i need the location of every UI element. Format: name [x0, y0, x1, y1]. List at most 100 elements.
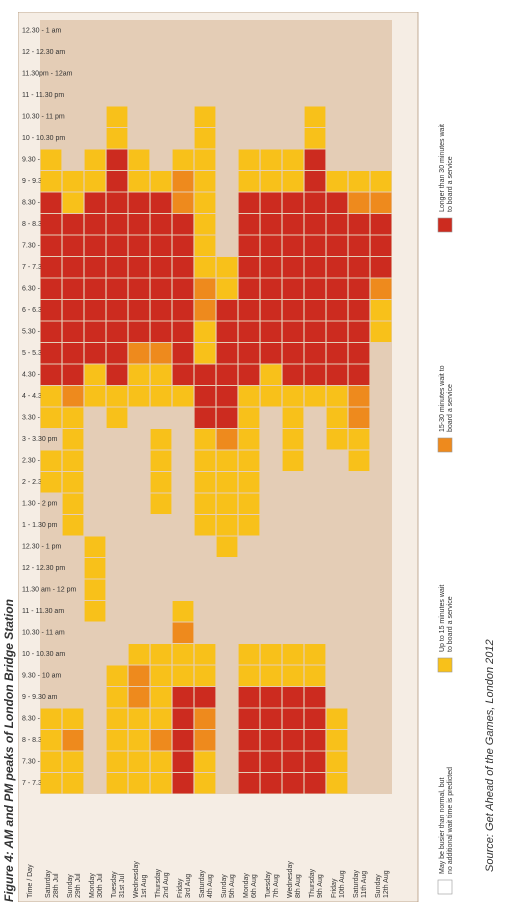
heatmap-cell [282, 343, 304, 364]
heatmap-cell [216, 386, 238, 407]
time-tick-label: 12 - 12.30 pm [22, 565, 65, 572]
heatmap-cell [150, 751, 172, 772]
heatmap-cell [304, 235, 326, 256]
time-tick-label: 10 - 10.30 am [22, 651, 65, 658]
time-tick-label: 11.30pm - 12am [22, 71, 73, 78]
heatmap-cell [40, 386, 62, 407]
heatmap-cell [172, 601, 194, 622]
day-tick-label: Monday [89, 873, 96, 898]
heatmap-cell [150, 300, 172, 321]
heatmap-cell [128, 300, 150, 321]
heatmap-cell [370, 192, 392, 213]
heatmap-cell [238, 149, 260, 170]
heatmap-cell [84, 278, 106, 299]
day-tick-label: Tuesday [111, 871, 118, 898]
heatmap-cell [348, 321, 370, 342]
heatmap-cell [326, 235, 348, 256]
heatmap-cell [172, 300, 194, 321]
heatmap-cell [128, 386, 150, 407]
heatmap-cell [370, 171, 392, 192]
day-tick-date: 28th Jul [53, 873, 60, 898]
heatmap-cell [106, 751, 128, 772]
heatmap-cell [348, 407, 370, 428]
heatmap-cell [260, 235, 282, 256]
heatmap-cell [150, 730, 172, 751]
heatmap-cell [348, 450, 370, 471]
heatmap-cell [172, 687, 194, 708]
grid-background [40, 20, 392, 794]
heatmap-cell [304, 364, 326, 385]
heatmap-cell [304, 644, 326, 665]
day-tick-date: 11th Aug [361, 871, 368, 898]
time-tick-label: 8 - 8.30 pm [22, 221, 58, 228]
time-tick-label: 3 - 3.30 pm [22, 436, 58, 443]
heatmap-cell [282, 407, 304, 428]
heatmap-cell [260, 751, 282, 772]
day-tick-date: 2nd Aug [163, 872, 170, 898]
heatmap-cell [216, 536, 238, 557]
heatmap-cell [282, 751, 304, 772]
heatmap-cell [282, 278, 304, 299]
heatmap-cell [106, 665, 128, 686]
heatmap-cell [172, 773, 194, 794]
heatmap-cell [216, 300, 238, 321]
day-tick-label: Wednesday [133, 861, 140, 898]
day-tick-label: Monday [243, 873, 250, 898]
heatmap-cell [348, 235, 370, 256]
time-tick-label: 11 - 11.30 am [22, 608, 64, 615]
day-tick-label: Thursday [309, 868, 316, 898]
heatmap-cell [106, 343, 128, 364]
legend-label-line2: no additional wait time is predicted [447, 767, 454, 874]
heatmap-cell [304, 321, 326, 342]
heatmap-cell [172, 214, 194, 235]
heatmap-cell [216, 321, 238, 342]
heatmap-cell [282, 171, 304, 192]
heatmap-cell [260, 343, 282, 364]
heatmap-cell [194, 386, 216, 407]
heatmap-cell [260, 278, 282, 299]
heatmap-cell [282, 687, 304, 708]
heatmap-cell [238, 257, 260, 278]
heatmap-cell [150, 278, 172, 299]
time-tick-label: 9.30 - 10 am [22, 673, 61, 680]
time-tick-label: 12.30 - 1 pm [22, 544, 61, 551]
heatmap-cell [62, 235, 84, 256]
heatmap-cell [150, 644, 172, 665]
heatmap-cell [84, 149, 106, 170]
heatmap-cell [40, 149, 62, 170]
time-tick-label: 1 - 1.30 pm [22, 522, 58, 529]
heatmap-cell [84, 214, 106, 235]
heatmap-cell [194, 493, 216, 514]
time-tick-label: 10 - 10.30 pm [22, 135, 65, 142]
heatmap-cell [348, 343, 370, 364]
heatmap-cell [150, 321, 172, 342]
heatmap-cell [84, 192, 106, 213]
heatmap-cell [238, 171, 260, 192]
heatmap-cell [62, 364, 84, 385]
time-tick-label: 11.30 am - 12 pm [22, 587, 77, 594]
heatmap-cell [150, 364, 172, 385]
heatmap-cell [194, 515, 216, 536]
day-tick-date: 31st Jul [119, 873, 126, 898]
heatmap-cell [260, 300, 282, 321]
heatmap-cell [326, 708, 348, 729]
day-tick-date: 9th Aug [317, 874, 324, 898]
heatmap-cell [62, 407, 84, 428]
time-tick-label: 8.30 - 9 pm [22, 200, 58, 207]
heatmap-cell [194, 665, 216, 686]
day-tick-date: 8th Aug [295, 874, 302, 898]
heatmap-cell [150, 386, 172, 407]
heatmap-cell [238, 773, 260, 794]
heatmap-cell [326, 429, 348, 450]
heatmap-cell [84, 536, 106, 557]
day-tick-date: 4th Aug [207, 874, 214, 898]
heatmap-cell [282, 450, 304, 471]
heatmap-cell [40, 773, 62, 794]
heatmap-cell [172, 622, 194, 643]
heatmap-cell [84, 579, 106, 600]
day-tick-date: 29th Jul [75, 873, 82, 898]
heatmap-cell [304, 665, 326, 686]
heatmap-cell [62, 751, 84, 772]
heatmap-cell [260, 773, 282, 794]
